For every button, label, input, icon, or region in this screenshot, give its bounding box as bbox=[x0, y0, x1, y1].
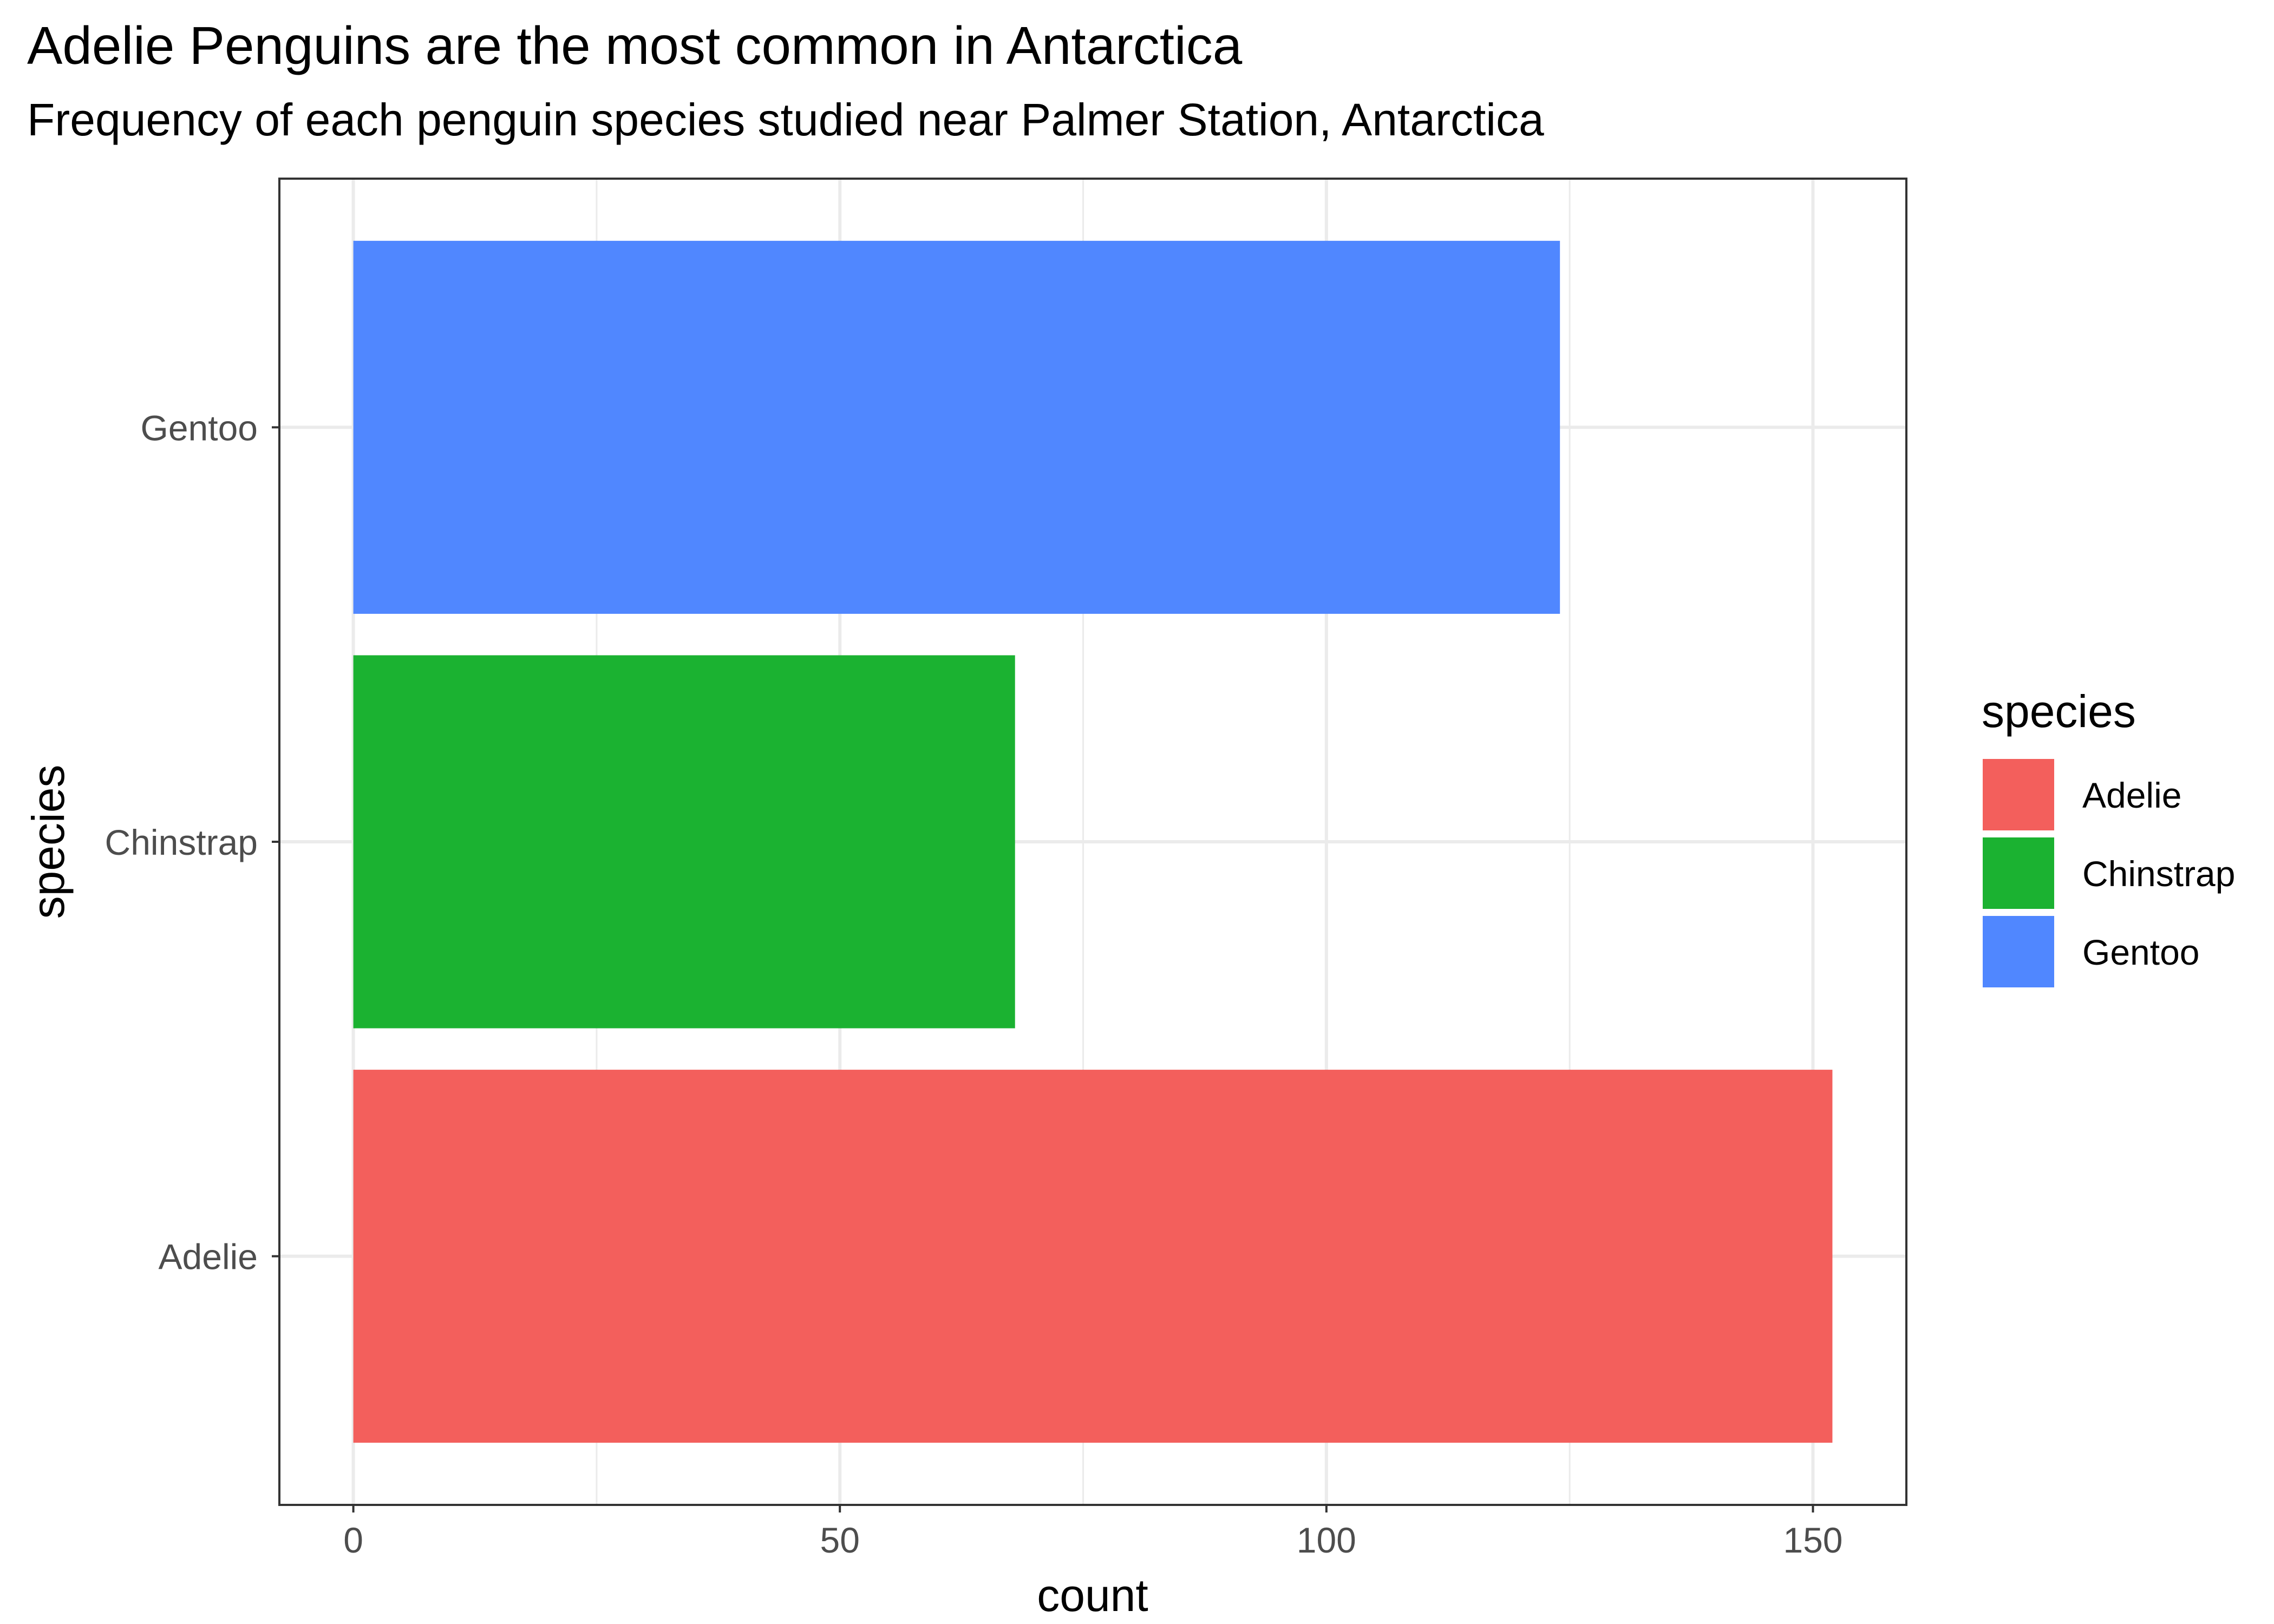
bars-layer bbox=[353, 240, 1833, 1443]
legend-title: species bbox=[1982, 686, 2136, 737]
bar-chinstrap bbox=[353, 655, 1015, 1029]
x-tick-label: 0 bbox=[343, 1520, 363, 1560]
legend-key-adelie bbox=[1983, 759, 2054, 830]
x-tick-label: 150 bbox=[1783, 1520, 1842, 1560]
chart-subtitle: Frequency of each penguin species studie… bbox=[27, 94, 1544, 145]
y-axis-title: species bbox=[23, 765, 74, 919]
legend-key-chinstrap bbox=[1983, 837, 2054, 909]
chart-title: Adelie Penguins are the most common in A… bbox=[27, 16, 1243, 75]
legend-label: Chinstrap bbox=[2082, 854, 2235, 894]
legend-key-gentoo bbox=[1983, 916, 2054, 987]
x-tick-label: 50 bbox=[820, 1520, 860, 1560]
y-tick-label: Gentoo bbox=[141, 408, 258, 448]
y-tick-label: Chinstrap bbox=[105, 822, 258, 862]
y-axis: Adelie Chinstrap Gentoo bbox=[105, 408, 279, 1277]
legend: species Adelie Chinstrap Gentoo bbox=[1982, 686, 2235, 987]
bar-adelie bbox=[353, 1070, 1833, 1443]
x-axis: 0 50 100 150 bbox=[343, 1505, 1843, 1560]
x-axis-title: count bbox=[1037, 1570, 1148, 1621]
legend-label: Gentoo bbox=[2082, 932, 2200, 972]
bar-gentoo bbox=[353, 240, 1560, 614]
plot-panel bbox=[278, 178, 1907, 1506]
y-tick-label: Adelie bbox=[159, 1237, 258, 1277]
x-tick-label: 100 bbox=[1297, 1520, 1356, 1560]
legend-label: Adelie bbox=[2082, 775, 2181, 815]
